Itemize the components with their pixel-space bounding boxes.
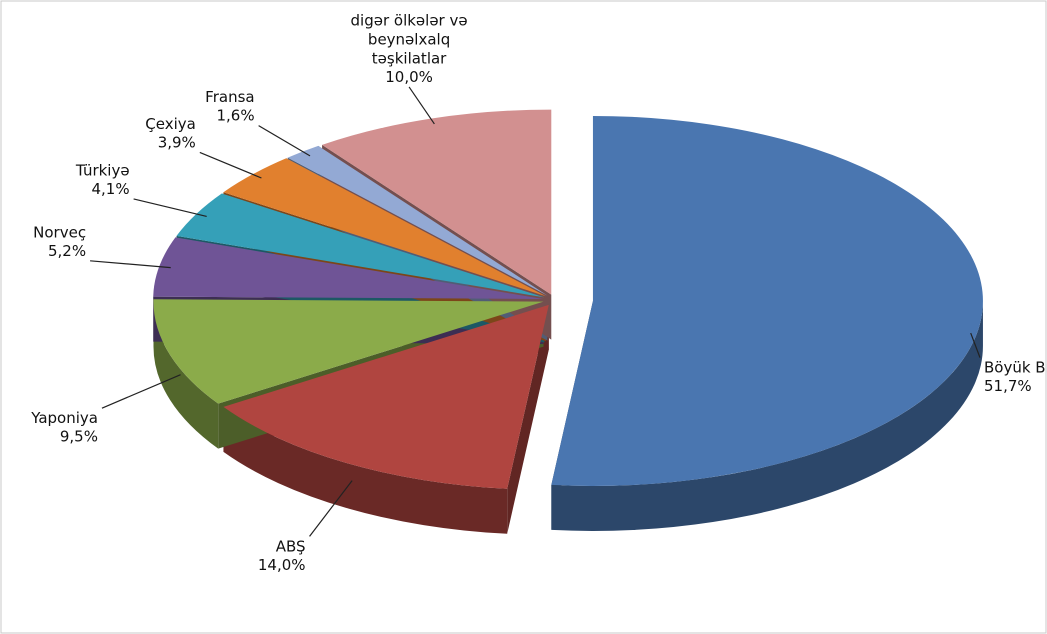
- category-label: Türkiyə: [75, 161, 130, 179]
- value-label: 4,1%: [91, 180, 129, 198]
- value-label: 5,2%: [48, 242, 86, 260]
- leader-line: [970, 332, 981, 358]
- leader-line: [101, 374, 181, 409]
- value-label: 51,7%: [984, 377, 1032, 395]
- category-label: digər ölkələr və beynəlxalq təşkilatlar: [351, 11, 468, 67]
- slice: [176, 193, 545, 298]
- slice: [153, 299, 544, 404]
- leader-line: [258, 125, 311, 157]
- category-label: Fransa: [205, 88, 254, 106]
- value-label: 3,9%: [158, 133, 196, 151]
- slice-side: [223, 406, 508, 534]
- value-label: 1,6%: [216, 107, 254, 125]
- category-label: Norveç: [33, 223, 86, 241]
- category-label: ABŞ: [276, 537, 306, 555]
- leader-line: [90, 260, 171, 269]
- leader-line: [199, 151, 262, 179]
- slice: [223, 304, 549, 489]
- value-label: 9,5%: [60, 428, 98, 446]
- category-label: Çexiya: [145, 114, 196, 132]
- leader-line: [133, 198, 207, 218]
- slice-side: [153, 301, 219, 449]
- slice: [287, 145, 548, 296]
- leader-line: [408, 86, 435, 125]
- value-label: 14,0%: [258, 556, 306, 574]
- slice: [223, 158, 546, 297]
- slice: [322, 109, 552, 295]
- slice-tops: [153, 109, 983, 489]
- leader-line: [309, 480, 353, 537]
- slice-side: [551, 300, 983, 531]
- category-label: Yaponiya: [30, 409, 98, 427]
- slice: [551, 115, 983, 486]
- slice: [153, 237, 544, 300]
- slice-wall: [507, 304, 549, 534]
- value-label: 10,0%: [385, 68, 433, 86]
- category-label: Böyük Britaniya: [984, 358, 1047, 376]
